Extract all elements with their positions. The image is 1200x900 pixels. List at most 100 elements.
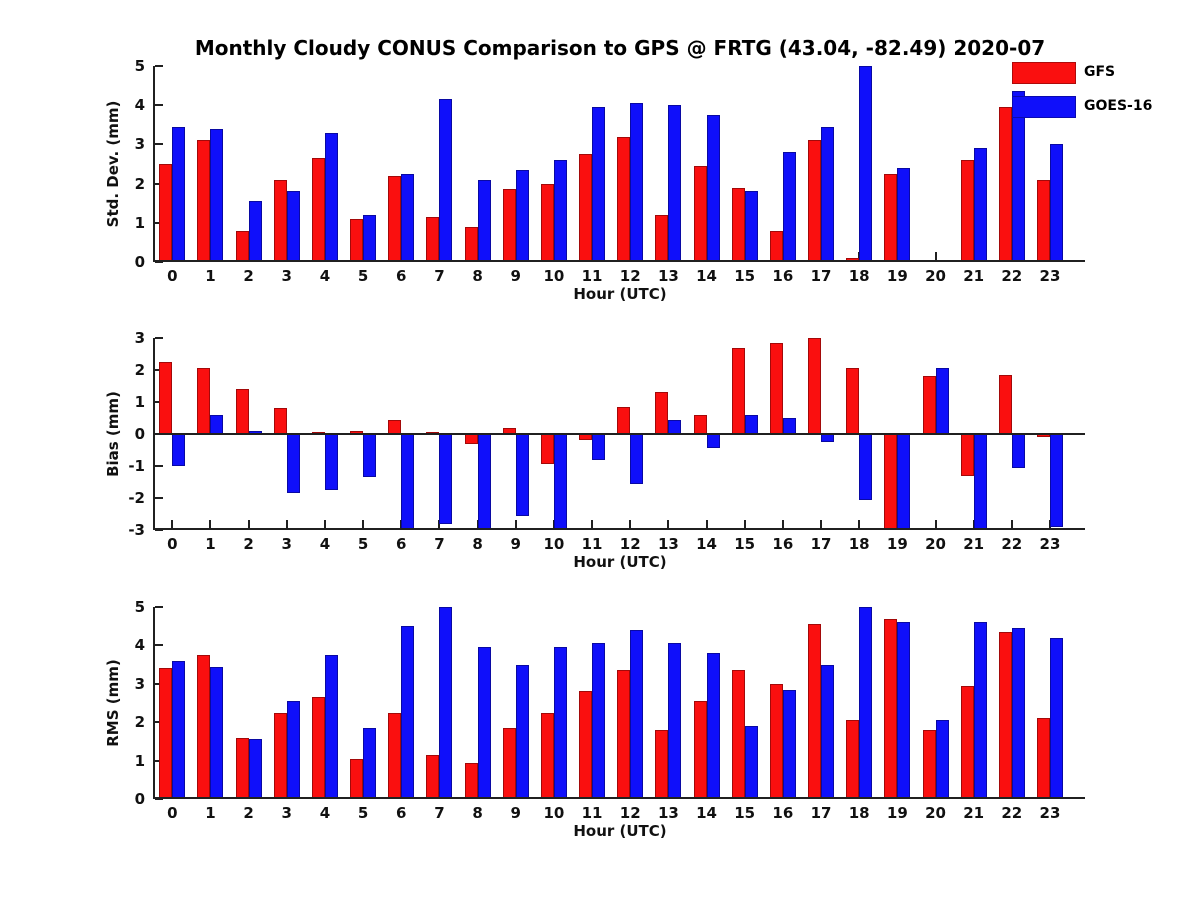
x-tick-label: 22 <box>1001 535 1023 553</box>
goes16-bar-hour-11 <box>592 107 606 262</box>
y-tick-label: 0 <box>134 253 145 271</box>
gfs-bar-hour-6 <box>388 175 402 262</box>
goes16-bar-hour-0 <box>172 434 186 466</box>
y-tick <box>155 721 163 724</box>
x-tick <box>514 520 517 528</box>
y-tick-label: 5 <box>134 57 145 75</box>
x-tick-label: 14 <box>696 267 717 285</box>
gfs-bar-hour-12 <box>617 406 631 434</box>
goes16-bar-hour-3 <box>286 701 300 799</box>
x-tick-label: 18 <box>848 267 870 285</box>
x-tick-label: 1 <box>205 804 216 822</box>
gfs-bar-hour-22 <box>998 631 1012 799</box>
x-tick-label: 8 <box>472 535 483 553</box>
goes16-bar-hour-15 <box>744 191 758 262</box>
goes16-bar-hour-16 <box>782 152 796 262</box>
zero-axis-line <box>153 433 1085 435</box>
y-tick <box>155 759 163 762</box>
x-tick-label: 17 <box>810 267 832 285</box>
x-tick-label: 5 <box>357 535 369 553</box>
goes16-bar-hour-23 <box>1049 144 1063 262</box>
gfs-bar-hour-17 <box>808 140 822 262</box>
x-tick-label: 22 <box>1001 267 1023 285</box>
goes16-bar-hour-2 <box>248 739 262 799</box>
y-tick <box>155 261 163 263</box>
gfs-bar-hour-2 <box>235 737 249 799</box>
y-tick-label: 5 <box>134 598 145 616</box>
y-tick <box>155 644 163 647</box>
goes16-bar-hour-14 <box>706 653 720 799</box>
x-tick-label: 15 <box>734 804 756 822</box>
gfs-bar-hour-15 <box>731 347 745 434</box>
x-tick-label: 11 <box>581 267 603 285</box>
y-tick-label: 2 <box>134 361 145 379</box>
gfs-bar-hour-16 <box>769 683 783 799</box>
y-tick-label: 1 <box>134 751 145 770</box>
gfs-bar-hour-7 <box>426 216 440 262</box>
gfs-bar-hour-5 <box>350 758 364 799</box>
y-tick <box>155 465 163 467</box>
goes16-bar-hour-6 <box>401 626 415 799</box>
gfs-bar-hour-18 <box>846 720 860 799</box>
x-tick-label: 9 <box>510 535 521 553</box>
gfs-bar-hour-23 <box>1036 179 1050 262</box>
gfs-bar-hour-1 <box>197 140 211 262</box>
x-tick-label: 18 <box>848 804 870 822</box>
gfs-bar-hour-14 <box>693 165 707 262</box>
y-tick-label: -2 <box>128 489 145 507</box>
y-tick <box>155 221 163 224</box>
goes16-bar-hour-13 <box>668 643 682 799</box>
goes16-bar-hour-16 <box>782 689 796 799</box>
gfs-bar-hour-0 <box>159 668 173 799</box>
gfs-bar-hour-8 <box>464 762 478 799</box>
gfs-bar-hour-11 <box>579 691 593 799</box>
x-tick-label: 14 <box>696 804 717 822</box>
gfs-bar-hour-5 <box>350 218 364 262</box>
goes16-bar-hour-17 <box>821 126 835 262</box>
x-tick <box>1010 520 1013 528</box>
chart-title: Monthly Cloudy CONUS Comparison to GPS @… <box>194 36 1046 60</box>
gfs-bar-hour-7 <box>426 754 440 799</box>
y-tick <box>155 337 163 339</box>
x-tick <box>743 520 746 528</box>
goes16-bar-hour-22 <box>1011 434 1025 468</box>
x-tick-label: 3 <box>281 535 292 553</box>
y-tick <box>155 682 163 685</box>
gfs-bar-hour-13 <box>655 729 669 799</box>
goes16-bar-hour-10 <box>553 160 567 262</box>
goes16-bar-hour-6 <box>401 434 415 530</box>
x-tick <box>323 520 326 528</box>
y-tick-label: -1 <box>128 457 145 475</box>
x-tick-label: 0 <box>167 267 178 285</box>
x-axis-line <box>153 260 1085 262</box>
goes16-bar-hour-5 <box>363 434 377 478</box>
gfs-bar-hour-21 <box>960 160 974 262</box>
x-tick <box>934 520 937 528</box>
goes16-bar-hour-19 <box>897 622 911 799</box>
x-tick-label: 10 <box>543 267 565 285</box>
x-tick-label: 4 <box>319 267 331 285</box>
rms-y-axis-label: RMS (mm) <box>104 659 122 747</box>
x-tick-label: 21 <box>963 267 985 285</box>
x-tick-label: 0 <box>167 535 178 553</box>
x-tick <box>285 520 288 528</box>
y-tick <box>155 497 163 499</box>
goes16-bar-hour-4 <box>324 132 338 262</box>
goes16-bar-hour-17 <box>821 664 835 799</box>
goes16-bar-hour-4 <box>324 434 338 490</box>
gfs-bar-hour-0 <box>159 362 173 434</box>
y-tick-label: 3 <box>134 135 145 154</box>
x-tick-label: 23 <box>1039 267 1061 285</box>
goes16-bar-hour-8 <box>477 434 491 530</box>
x-tick-label: 20 <box>925 804 946 822</box>
x-tick-label: 19 <box>886 267 908 285</box>
gfs-bar-hour-13 <box>655 392 669 434</box>
gfs-bar-hour-11 <box>579 154 593 262</box>
goes16-bar-hour-11 <box>592 643 606 799</box>
y-tick <box>155 606 163 608</box>
gfs-bar-hour-14 <box>693 414 707 434</box>
x-tick-label: 23 <box>1039 804 1061 822</box>
y-axis-line <box>153 66 155 262</box>
goes16-bar-hour-10 <box>553 647 567 799</box>
